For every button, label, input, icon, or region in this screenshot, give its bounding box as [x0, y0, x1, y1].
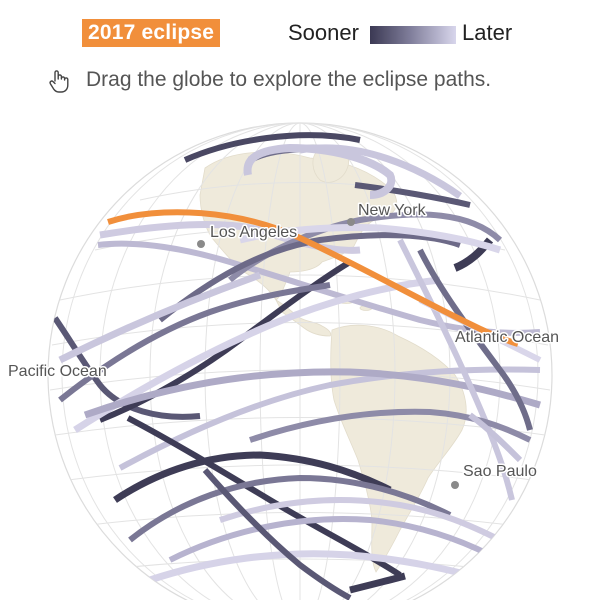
eclipse-path	[118, 366, 541, 471]
eclipse-path	[168, 516, 492, 563]
legend: 2017 eclipse Sooner Later	[0, 18, 600, 50]
eclipse-path	[249, 408, 532, 443]
eclipse-paths	[52, 132, 542, 600]
eclipse-path	[349, 572, 406, 594]
drag-hint-text: Drag the globe to explore the eclipse pa…	[86, 68, 492, 91]
eclipse-path	[468, 412, 523, 463]
label-sao-paulo: Sao Paulo	[463, 463, 537, 480]
eclipse-path	[354, 182, 471, 208]
eclipse-path	[158, 232, 462, 323]
drag-hand-icon	[49, 70, 69, 93]
eclipse-path	[219, 497, 502, 543]
label-new-york: New York	[358, 202, 427, 219]
eclipse-path	[58, 282, 331, 403]
eclipse-path	[183, 132, 361, 163]
eclipse-path	[417, 248, 533, 431]
eclipse-path	[202, 468, 352, 600]
eclipse-path	[397, 238, 515, 501]
south-america-land	[330, 324, 467, 573]
eclipse-path	[243, 143, 396, 199]
eclipse-path	[58, 271, 262, 364]
eclipse-path	[52, 316, 201, 420]
legend-later-label: Later	[462, 20, 513, 45]
eclipse-path	[113, 451, 392, 503]
eclipse-2017-badge[interactable]: 2017 eclipse	[82, 19, 221, 47]
eclipse-path	[148, 550, 481, 584]
eclipse-path	[99, 221, 361, 254]
eclipse-path	[128, 474, 452, 543]
legend-gradient-bar	[370, 26, 456, 44]
eclipse-2017-path	[107, 209, 519, 347]
eclipse-path	[83, 368, 542, 419]
legend-sooner-label: Sooner	[288, 20, 359, 45]
label-pacific-ocean: Pacific Ocean	[8, 363, 107, 380]
los-angeles-marker	[197, 240, 205, 248]
label-los-angeles: Los Angeles	[210, 224, 297, 241]
sao-paulo-marker	[451, 481, 459, 489]
label-atlantic-ocean: Atlantic Ocean	[455, 329, 559, 346]
new-york-marker	[347, 218, 355, 226]
